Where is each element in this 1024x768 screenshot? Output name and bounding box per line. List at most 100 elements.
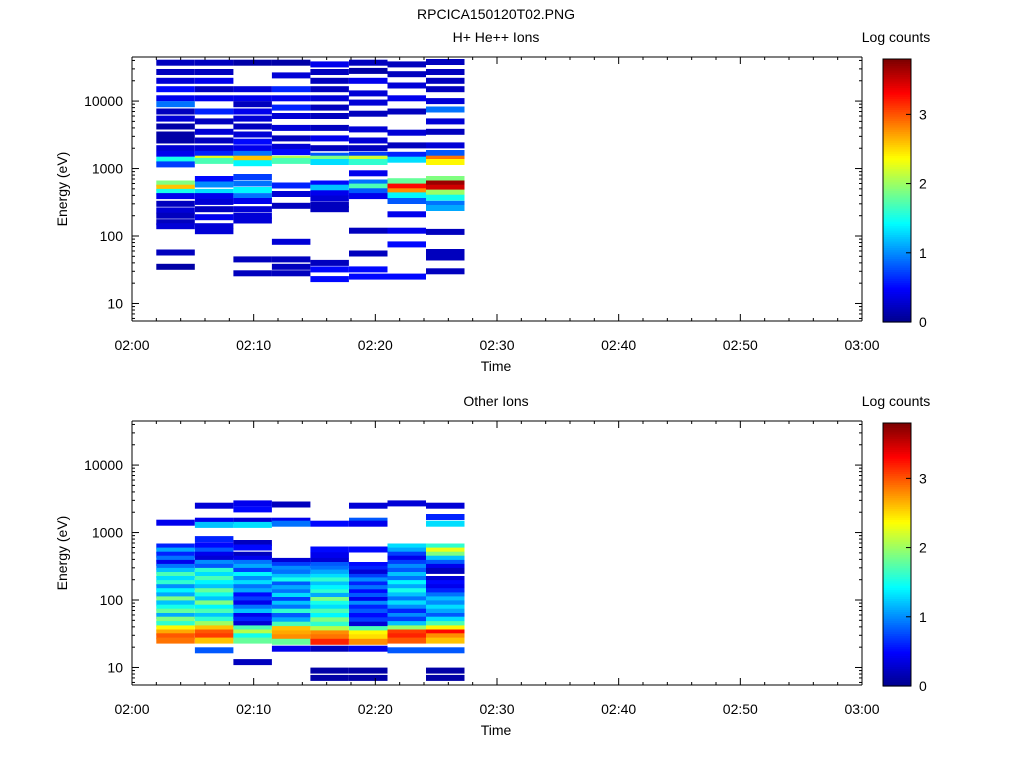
spectrogram-cell (233, 625, 272, 632)
spectrogram-cell (387, 500, 426, 507)
colorbar-tick-label: 3 (919, 470, 927, 486)
colorbar-step (883, 229, 911, 233)
spectrogram-cell (426, 176, 465, 182)
colorbar-step (883, 598, 911, 602)
spectrogram-cell (271, 104, 311, 111)
colorbar-step (883, 254, 911, 257)
colorbar-step (883, 131, 911, 135)
spectrogram-cell (349, 67, 388, 74)
colorbar-step (883, 258, 911, 262)
colorbar-step (883, 155, 911, 159)
colorbar-step (883, 653, 911, 656)
colorbar-step (883, 473, 911, 477)
spectrogram-cell (426, 184, 465, 191)
spectrogram-cell (310, 259, 349, 266)
spectrogram-cell (387, 637, 426, 644)
spectrogram-cell (233, 592, 272, 599)
spectrogram-cell (349, 502, 388, 509)
spectrogram-cell (310, 184, 349, 191)
spectrogram-cell (426, 155, 465, 162)
spectrogram-cell (387, 547, 426, 554)
colorbar-step (883, 521, 911, 525)
spectrogram-cell (233, 596, 272, 603)
spectrogram-cell (310, 581, 349, 588)
spectrogram-cell (310, 77, 349, 84)
spectrogram-cell (426, 563, 465, 570)
colorbar-step (883, 107, 911, 111)
colorbar-step (883, 148, 911, 152)
spectrogram-cell (271, 569, 311, 576)
spectrogram-cell (194, 572, 234, 578)
colorbar-step (883, 683, 911, 687)
spectrogram-cell (156, 145, 195, 152)
colorbar-tick-label: 0 (919, 678, 927, 694)
spectrogram-cell (194, 637, 234, 644)
spectrogram-cell (156, 633, 195, 640)
colorbar-step (883, 451, 911, 455)
spectrogram-cell (271, 520, 311, 527)
spectrogram-cell (194, 95, 234, 102)
spectrogram-cell (271, 135, 311, 142)
spectrogram-cell (310, 604, 349, 611)
spectrogram-cell (426, 59, 465, 65)
colorbar-step (883, 447, 911, 450)
spectrogram-cell (310, 600, 349, 607)
spectrogram-cell (387, 188, 426, 195)
spectrogram-cell (387, 608, 426, 615)
colorbar-step (883, 238, 911, 242)
spectrogram-cell (426, 514, 465, 520)
colorbar-tick-label: 3 (919, 106, 927, 122)
spectrogram-cell (387, 633, 426, 640)
colorbar-step (883, 210, 911, 214)
spectrogram-cell (233, 608, 272, 615)
spectrogram-cell (233, 633, 272, 640)
colorbar-step (883, 269, 911, 273)
spectrogram-cell (156, 563, 195, 570)
colorbar-step (883, 199, 911, 203)
spectrogram-cell (194, 625, 234, 632)
spectrogram-cell (233, 115, 272, 122)
colorbar-step (883, 554, 911, 558)
colorbar-step (883, 455, 911, 459)
spectrogram-cell (156, 86, 195, 93)
spectrogram-cell (426, 118, 465, 125)
spectrogram-cell (426, 596, 465, 603)
spectrogram-cell (349, 573, 388, 580)
colorbar-step (883, 203, 911, 207)
colorbar-step (883, 615, 911, 619)
colorbar-step (883, 436, 911, 439)
colorbar-step (883, 286, 911, 290)
colorbar-step (883, 159, 911, 163)
colorbar-step (883, 547, 911, 551)
spectrogram-cell (310, 621, 349, 628)
spectrogram-cell (194, 604, 234, 611)
colorbar-step (883, 637, 911, 641)
spectrogram-cell (233, 160, 272, 167)
colorbar-step (883, 659, 911, 663)
spectrogram-cell (310, 592, 349, 599)
spectrogram-cell (156, 108, 195, 115)
spectrogram-cell (310, 674, 349, 681)
colorbar-step (883, 291, 911, 295)
spectrogram-cell (349, 145, 388, 152)
spectrogram-cell (194, 214, 234, 221)
spectrogram-cell (271, 562, 311, 568)
spectrogram-cell (349, 99, 388, 106)
spectrogram-cell (271, 634, 311, 641)
spectrogram-cell (271, 617, 311, 624)
colorbar-step (883, 661, 911, 665)
panel-2: Other Ions 02:00 02:10 02:20 02:30 02:40 02:50… (54, 393, 930, 738)
spectrogram-cell (426, 551, 465, 558)
spectrogram-cell (310, 552, 349, 559)
colorbar-step (883, 552, 911, 556)
spectrogram-cell (310, 608, 349, 615)
spectrogram-cell (156, 596, 195, 603)
spectrogram-cell (349, 273, 388, 280)
colorbar-step (883, 300, 911, 303)
spectrogram-cell (194, 150, 234, 157)
spectrogram-cell (156, 580, 195, 587)
spectrogram-cell (194, 118, 234, 125)
colorbar-step (883, 664, 911, 667)
y-axis-label: Energy (eV) (54, 152, 70, 227)
spectrogram-cell (156, 588, 195, 595)
